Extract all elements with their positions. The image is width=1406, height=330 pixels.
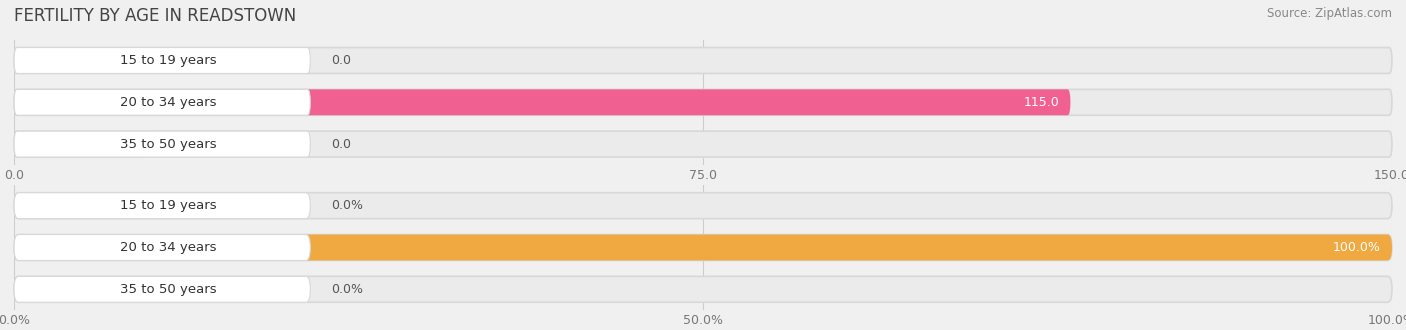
Text: 0.0: 0.0 (330, 54, 352, 67)
Text: FERTILITY BY AGE IN READSTOWN: FERTILITY BY AGE IN READSTOWN (14, 7, 297, 25)
Text: 115.0: 115.0 (1024, 96, 1059, 109)
Text: 0.0%: 0.0% (330, 199, 363, 212)
Text: Source: ZipAtlas.com: Source: ZipAtlas.com (1267, 7, 1392, 19)
Text: 20 to 34 years: 20 to 34 years (120, 241, 217, 254)
FancyBboxPatch shape (14, 89, 1070, 115)
FancyBboxPatch shape (14, 235, 1392, 260)
Text: 15 to 19 years: 15 to 19 years (120, 199, 217, 212)
FancyBboxPatch shape (14, 89, 1392, 115)
Text: 0.0: 0.0 (330, 138, 352, 150)
FancyBboxPatch shape (14, 193, 311, 219)
FancyBboxPatch shape (14, 276, 311, 302)
Text: 100.0%: 100.0% (1333, 241, 1381, 254)
FancyBboxPatch shape (14, 48, 1392, 74)
Text: 15 to 19 years: 15 to 19 years (120, 54, 217, 67)
FancyBboxPatch shape (14, 48, 148, 74)
FancyBboxPatch shape (14, 131, 1392, 157)
FancyBboxPatch shape (14, 235, 311, 260)
Text: 0.0%: 0.0% (330, 283, 363, 296)
FancyBboxPatch shape (14, 193, 1392, 219)
FancyBboxPatch shape (14, 193, 148, 219)
FancyBboxPatch shape (14, 48, 311, 74)
FancyBboxPatch shape (14, 131, 311, 157)
FancyBboxPatch shape (14, 131, 148, 157)
FancyBboxPatch shape (14, 235, 1392, 260)
Text: 35 to 50 years: 35 to 50 years (120, 138, 217, 150)
FancyBboxPatch shape (14, 276, 148, 302)
Text: 35 to 50 years: 35 to 50 years (120, 283, 217, 296)
FancyBboxPatch shape (14, 89, 311, 115)
Text: 20 to 34 years: 20 to 34 years (120, 96, 217, 109)
FancyBboxPatch shape (14, 276, 1392, 302)
